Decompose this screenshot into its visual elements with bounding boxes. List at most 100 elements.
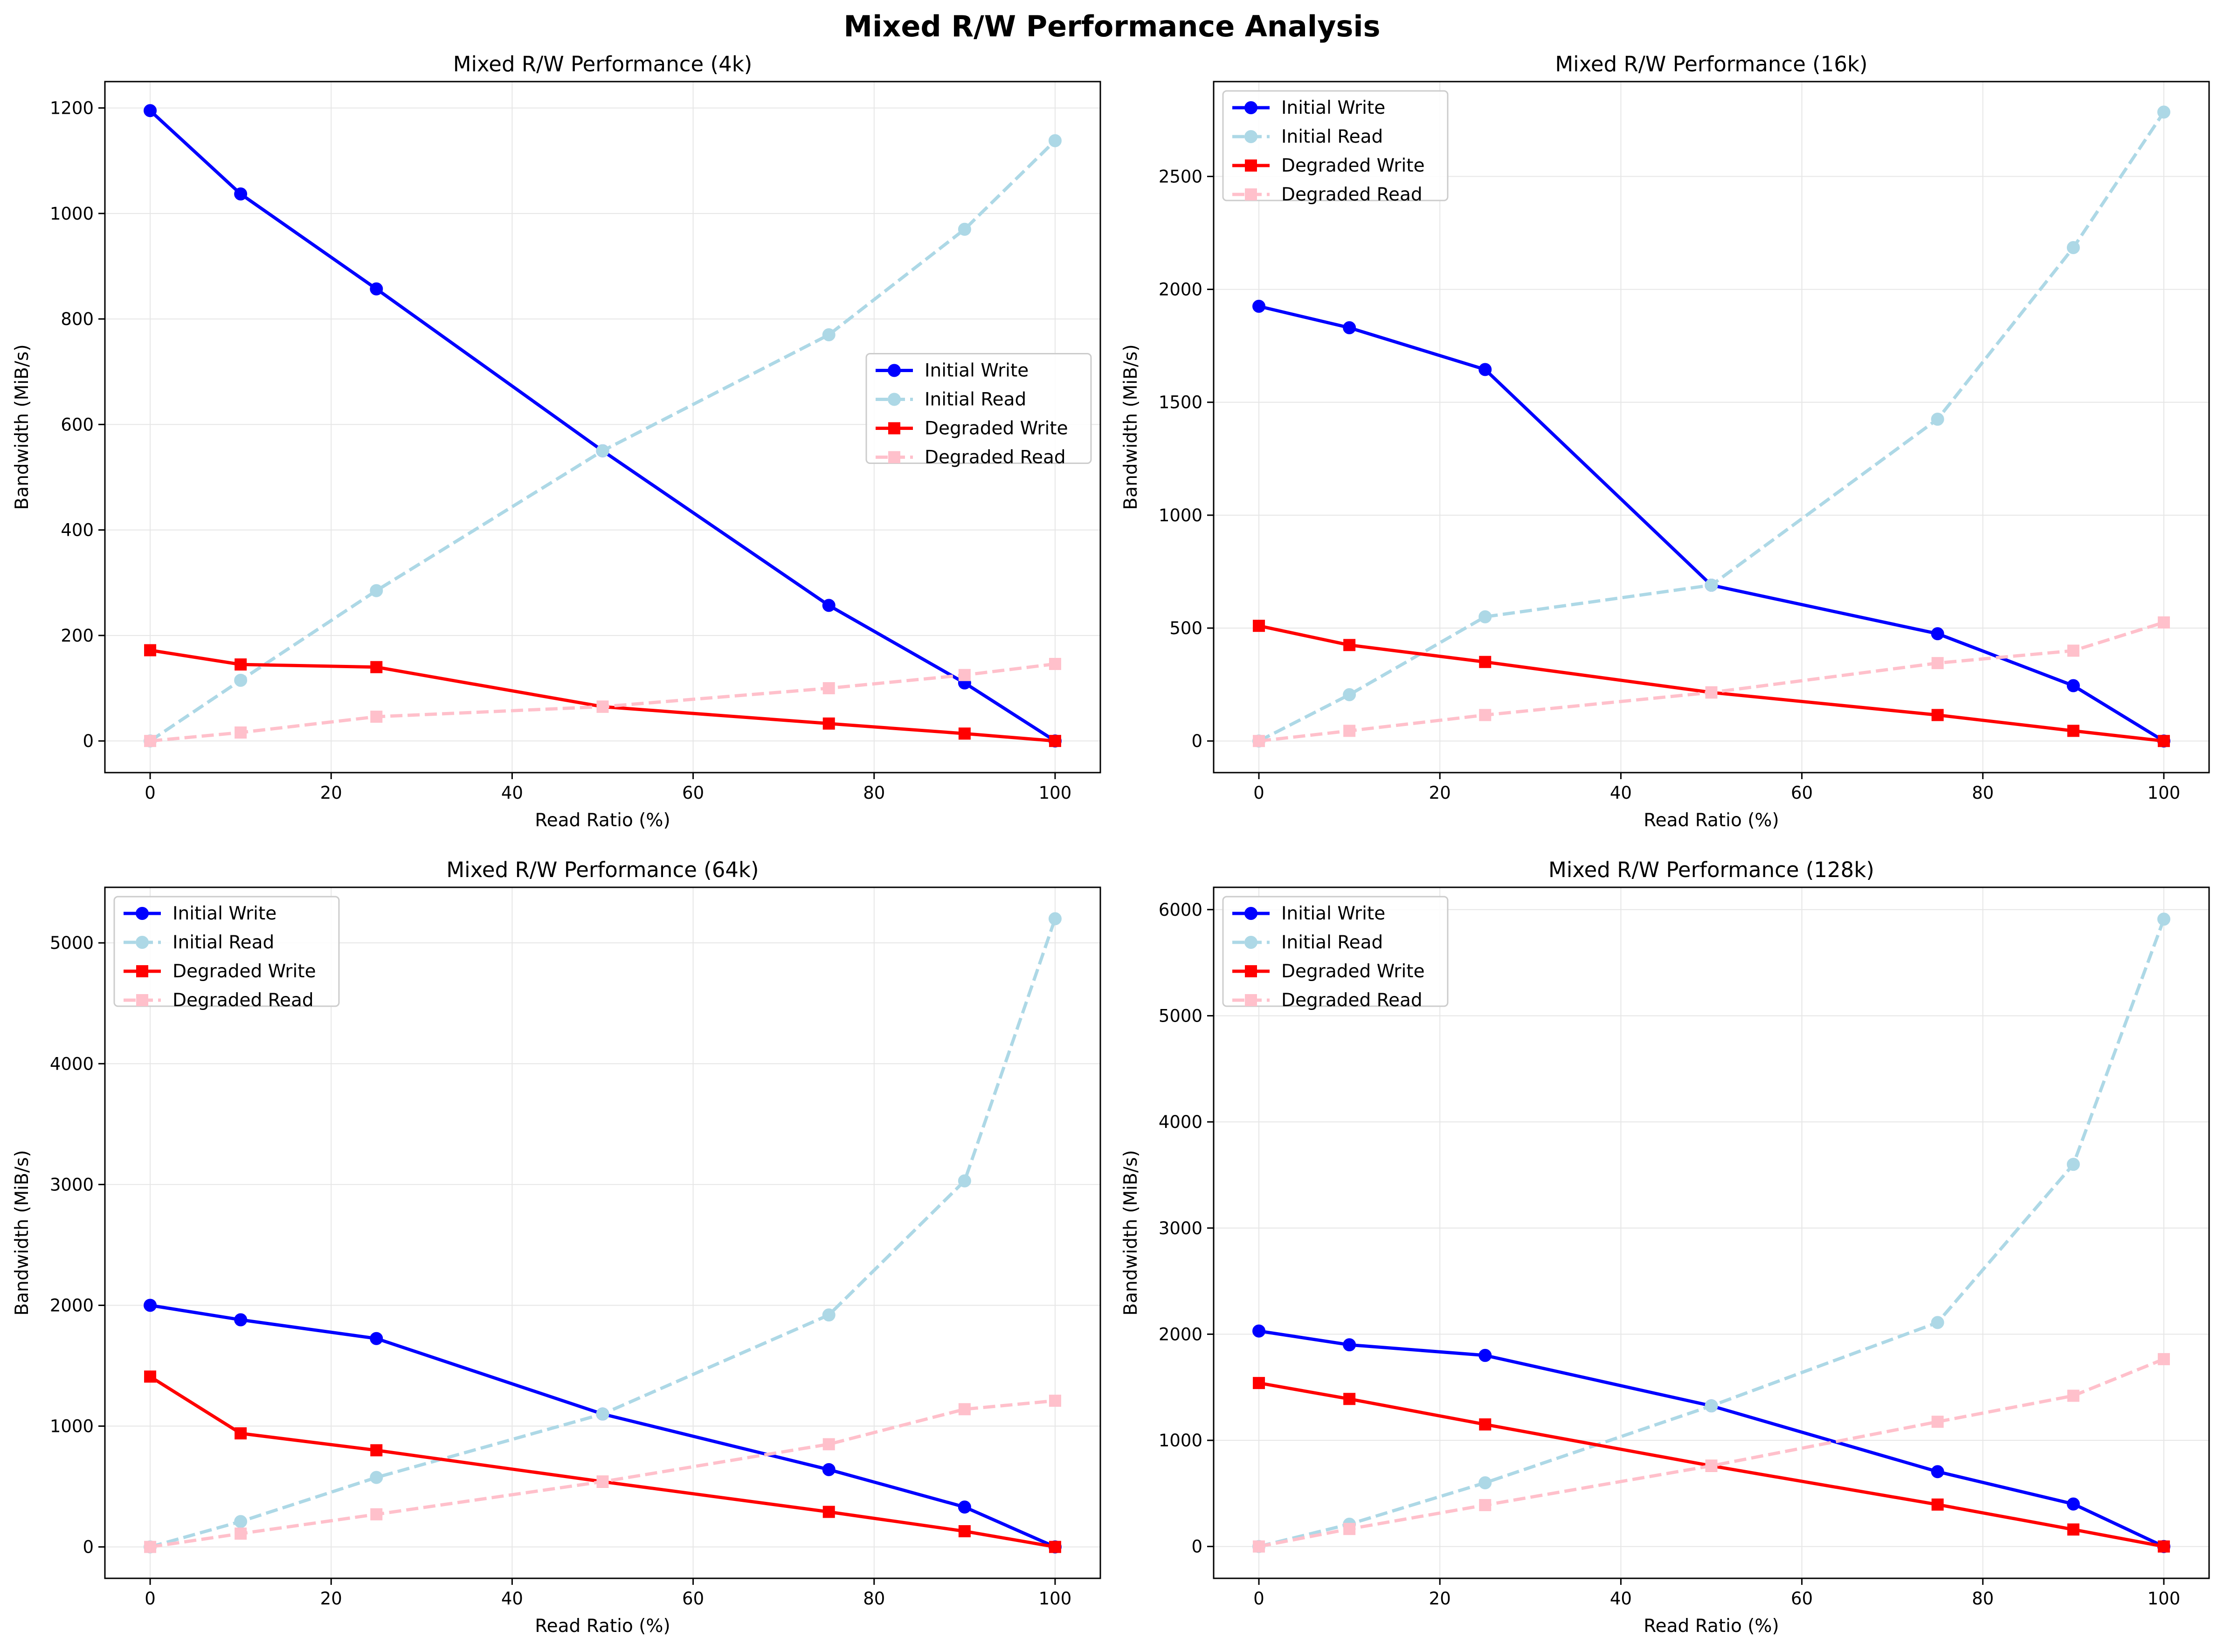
y-tick-label: 600: [61, 415, 94, 435]
plot-frame: [1213, 886, 2210, 1579]
x-tick-label: 0: [1253, 783, 1264, 803]
data-point: [235, 1427, 247, 1440]
y-axis-label: Bandwidth (MiB/s): [12, 344, 33, 510]
y-tick-label: 400: [61, 520, 94, 540]
legend-entry-initial-write: Initial Write: [876, 360, 1029, 381]
legend-entry-initial-read: Initial Read: [1232, 932, 1383, 953]
data-point: [822, 1438, 835, 1451]
x-tick-label: 100: [2148, 783, 2181, 803]
x-tick-label: 0: [145, 783, 156, 803]
data-point: [822, 328, 836, 342]
subplot-128k: 0 20 40 60 80 1000100020003000400050006000Mix…: [1120, 857, 2210, 1637]
legend-label: Degraded Read: [925, 447, 1066, 468]
data-point: [2066, 679, 2080, 692]
x-tick-label: 20: [320, 1589, 342, 1609]
y-tick-label: 3000: [50, 1175, 94, 1195]
data-point: [370, 661, 383, 673]
x-tick-label: 0: [145, 1589, 156, 1609]
y-axis-label: Bandwidth (MiB/s): [12, 1150, 33, 1315]
data-point: [2157, 735, 2170, 747]
y-tick-label: 1000: [50, 1417, 94, 1437]
legend: Initial Write Initial Read Degraded Write D…: [1222, 90, 1449, 205]
y-tick-label: 500: [1169, 618, 1202, 638]
data-point: [370, 711, 383, 723]
legend-box: [1222, 90, 1449, 201]
data-point: [1253, 1540, 1265, 1553]
data-point: [1343, 1393, 1356, 1405]
legend-label: Degraded Read: [173, 990, 314, 1011]
legend-marker: [1245, 188, 1257, 200]
legend-entry-degraded-write: Degraded Write: [1232, 961, 1425, 982]
data-point: [1478, 1348, 1492, 1362]
data-point: [822, 599, 836, 612]
x-tick-label: 80: [1972, 1589, 1994, 1609]
data-point: [1705, 686, 1718, 699]
x-tick-label: 80: [863, 783, 885, 803]
y-tick-label: 5000: [1159, 1006, 1202, 1026]
y-tick-label: 1500: [1159, 393, 1202, 413]
data-point: [370, 1444, 383, 1457]
y-tick-label: 2500: [1159, 166, 1202, 187]
data-point: [2157, 1540, 2170, 1553]
data-point: [1343, 321, 1356, 334]
legend-label: Initial Read: [925, 389, 1026, 410]
subplot-title: Mixed R/W Performance (4k): [453, 52, 753, 76]
data-point: [596, 1475, 609, 1488]
legend-entry-initial-write: Initial Write: [1232, 97, 1385, 118]
plot-frame: [104, 886, 1101, 1579]
data-point: [370, 584, 383, 597]
series-degraded-read: [144, 657, 1061, 747]
data-point: [144, 1541, 157, 1553]
legend-entry-degraded-read: Degraded Read: [1232, 184, 1423, 205]
legend-label: Degraded Read: [1281, 990, 1423, 1011]
legend-marker: [136, 907, 149, 920]
legend: Initial Write Initial Read Degraded Write D…: [113, 896, 340, 1011]
legend-marker: [136, 936, 149, 949]
legend-label: Initial Read: [173, 932, 274, 953]
data-point: [2067, 725, 2079, 737]
x-tick-label: 80: [863, 1589, 885, 1609]
legend-label: Initial Read: [1281, 932, 1383, 953]
legend-entry-degraded-write: Degraded Write: [124, 961, 316, 982]
legend-label: Degraded Write: [173, 961, 316, 982]
data-point: [234, 1515, 248, 1528]
x-tick-label: 20: [1429, 1589, 1451, 1609]
subplot-title: Mixed R/W Performance (16k): [1555, 52, 1867, 76]
series-initial-read: [144, 134, 1062, 748]
y-axis-label: Bandwidth (MiB/s): [1120, 344, 1141, 510]
plot-frame: [104, 81, 1101, 774]
legend-box: [113, 896, 340, 1007]
data-point: [822, 682, 835, 694]
data-point: [370, 1332, 383, 1345]
data-point: [1931, 657, 1944, 670]
series-degraded-read: [1253, 616, 2170, 747]
legend-label: Degraded Write: [1281, 961, 1425, 982]
y-tick-label: 200: [61, 626, 94, 646]
y-tick-label: 800: [61, 309, 94, 329]
legend-marker: [1244, 130, 1257, 143]
data-point: [2157, 616, 2170, 629]
y-tick-label: 0: [83, 731, 94, 751]
data-point: [144, 644, 157, 657]
data-point: [1252, 299, 1266, 313]
legend-marker: [888, 393, 901, 406]
legend-entry-degraded-read: Degraded Read: [1232, 990, 1423, 1011]
data-point: [235, 726, 247, 739]
legend-entry-initial-write: Initial Write: [1232, 903, 1385, 924]
x-tick-label: 40: [501, 1589, 523, 1609]
data-point: [1705, 1459, 1718, 1472]
data-point: [822, 1506, 835, 1518]
data-point: [822, 717, 835, 730]
x-tick-label: 60: [682, 1589, 704, 1609]
x-tick-label: 40: [501, 783, 523, 803]
y-tick-label: 1000: [1159, 1431, 1202, 1451]
data-point: [596, 444, 609, 457]
data-point: [1343, 1338, 1356, 1352]
data-point: [235, 1528, 247, 1540]
data-point: [1931, 1416, 1944, 1428]
x-tick-label: 60: [682, 783, 704, 803]
data-point: [1343, 688, 1356, 701]
data-point: [2067, 644, 2079, 657]
y-tick-label: 6000: [1159, 900, 1202, 920]
